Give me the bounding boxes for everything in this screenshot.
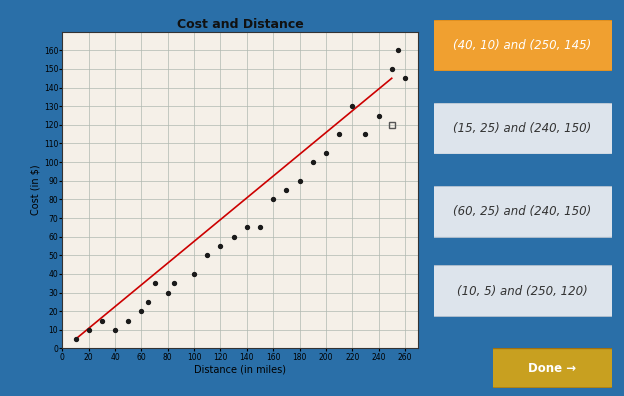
- Point: [281, 187, 291, 193]
- Point: [143, 299, 153, 305]
- Point: [215, 243, 225, 249]
- Point: [150, 280, 160, 286]
- Point: [202, 252, 212, 259]
- Point: [321, 150, 331, 156]
- Text: (15, 25) and (240, 150): (15, 25) and (240, 150): [454, 122, 592, 135]
- Point: [189, 271, 199, 277]
- Point: [163, 289, 173, 296]
- X-axis label: Distance (in miles): Distance (in miles): [194, 364, 286, 375]
- Text: (60, 25) and (240, 150): (60, 25) and (240, 150): [454, 206, 592, 218]
- Point: [295, 177, 305, 184]
- Point: [84, 327, 94, 333]
- Point: [124, 317, 134, 324]
- Point: [393, 47, 403, 53]
- Point: [242, 224, 252, 230]
- Point: [137, 308, 147, 314]
- Point: [374, 112, 384, 119]
- Point: [110, 327, 120, 333]
- Point: [71, 336, 80, 342]
- FancyBboxPatch shape: [428, 20, 617, 71]
- Point: [308, 159, 318, 165]
- FancyBboxPatch shape: [428, 186, 617, 238]
- Point: [347, 103, 357, 109]
- Point: [268, 196, 278, 203]
- Point: [97, 317, 107, 324]
- Point: [228, 234, 238, 240]
- Text: (10, 5) and (250, 120): (10, 5) and (250, 120): [457, 285, 588, 297]
- Y-axis label: Cost (in $): Cost (in $): [31, 165, 41, 215]
- FancyBboxPatch shape: [428, 103, 617, 154]
- Text: (40, 10) and (250, 145): (40, 10) and (250, 145): [454, 39, 592, 52]
- Point: [255, 224, 265, 230]
- Point: [169, 280, 179, 286]
- Point: [361, 131, 371, 137]
- FancyBboxPatch shape: [428, 265, 617, 317]
- Point: [387, 66, 397, 72]
- FancyBboxPatch shape: [489, 348, 615, 388]
- Title: Cost and Distance: Cost and Distance: [177, 17, 304, 30]
- Text: Done →: Done →: [528, 362, 577, 375]
- Point: [334, 131, 344, 137]
- Point: [400, 75, 410, 82]
